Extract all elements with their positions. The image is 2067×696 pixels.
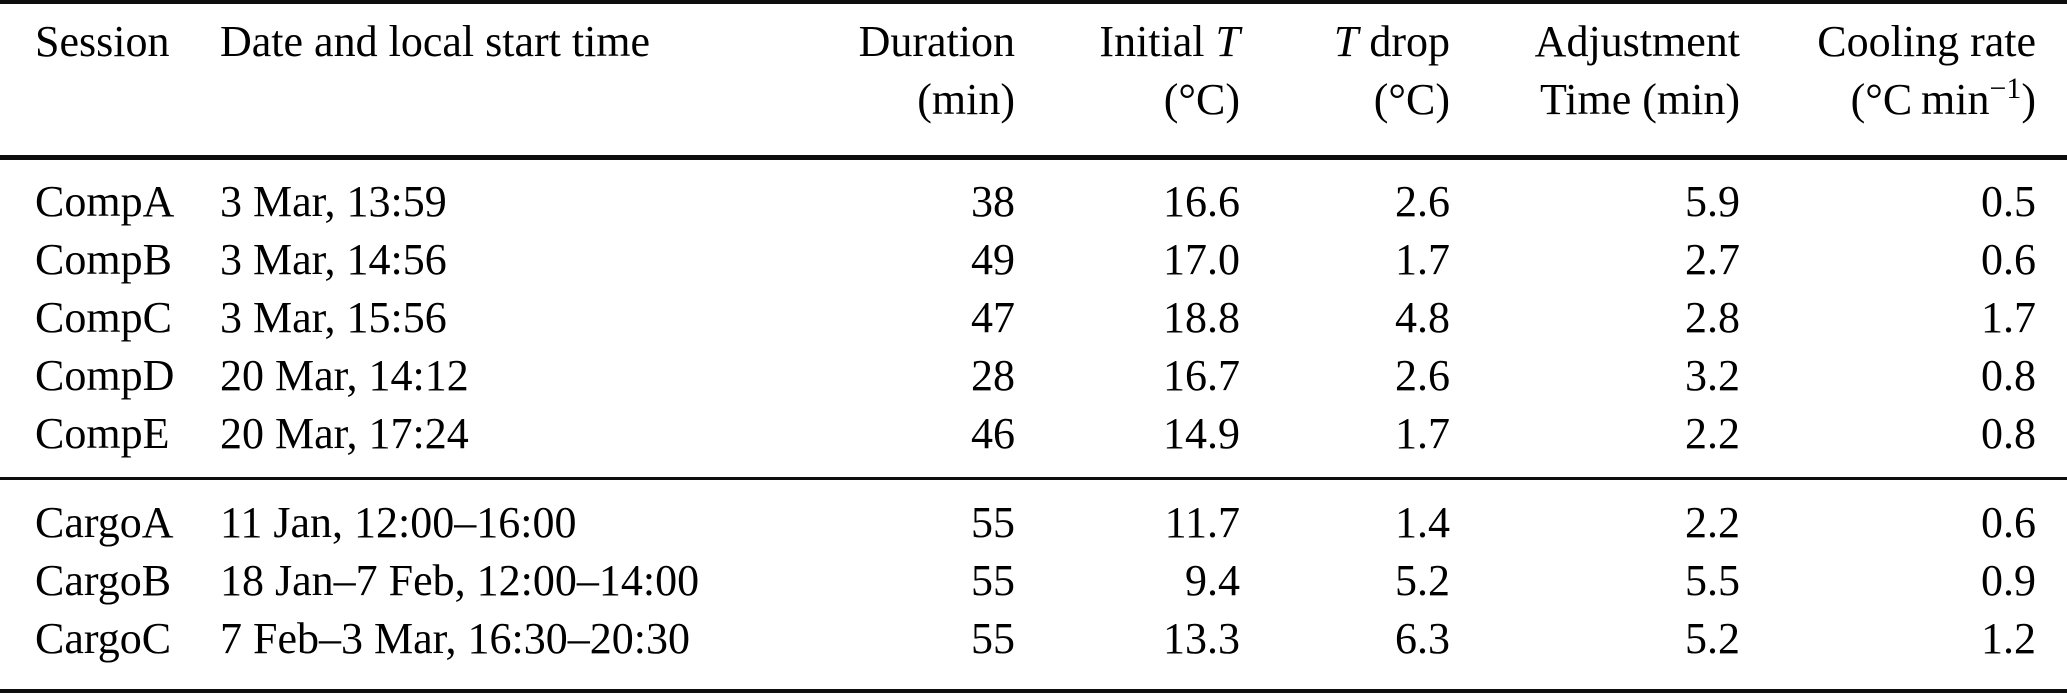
cell-cooling_rate: 1.2: [1981, 614, 2036, 663]
header-line: (°C min−1): [1850, 71, 2036, 124]
cell-duration: 49: [971, 235, 1015, 284]
cell-date: 20 Mar, 14:12: [220, 351, 469, 400]
cell-initial_t: 16.6: [1163, 177, 1240, 226]
cell-duration: 47: [971, 293, 1015, 342]
header-line: Cooling rate: [1817, 17, 2036, 66]
cell-cooling_rate: 0.6: [1981, 235, 2036, 284]
cell-date: 3 Mar, 14:56: [220, 235, 447, 284]
cell-duration: 55: [971, 498, 1015, 547]
column-header-date: Date and local start time: [220, 2, 780, 158]
cell-t_drop: 5.2: [1395, 556, 1450, 605]
table-row-CargoA: CargoA 11 Jan, 12:00–16:00 55 11.7 1.4 2.2 0.6: [0, 479, 2067, 553]
cell-initial_t: 18.8: [1163, 293, 1240, 342]
cell-date: 3 Mar, 13:59: [220, 177, 447, 226]
table-row-CompD: CompD 20 Mar, 14:12 28 16.7 2.6 3.2 0.8: [0, 347, 2067, 405]
table-row-CargoC: CargoC 7 Feb–3 Mar, 16:30–20:30 55 13.3 6.3 5…: [0, 610, 2067, 691]
header-row: Session Date and local start time Duration…: [0, 2, 2067, 158]
cell-initial_t: 17.0: [1163, 235, 1240, 284]
cell-cooling_rate: 0.5: [1981, 177, 2036, 226]
cell-t_drop: 2.6: [1395, 177, 1450, 226]
cell-session: CargoA: [35, 498, 174, 547]
cell-date: 3 Mar, 15:56: [220, 293, 447, 342]
column-header-session: Session: [0, 2, 220, 158]
header-line: (°C): [1373, 75, 1450, 124]
header-line: (°C): [1163, 75, 1240, 124]
table-header: Session Date and local start time Duration…: [0, 2, 2067, 158]
cell-cooling_rate: 0.6: [1981, 498, 2036, 547]
cell-adjustment: 2.7: [1685, 235, 1740, 284]
cell-t_drop: 1.7: [1395, 235, 1450, 284]
cell-adjustment: 5.5: [1685, 556, 1740, 605]
header-line: (min): [917, 75, 1015, 124]
header-line: Time (min): [1539, 75, 1740, 124]
cell-date: 11 Jan, 12:00–16:00: [220, 498, 577, 547]
cell-session: CargoB: [35, 556, 172, 605]
cell-initial_t: 11.7: [1164, 498, 1240, 547]
cell-session: CompE: [35, 409, 170, 458]
cell-session: CompB: [35, 235, 172, 284]
cell-duration: 28: [971, 351, 1015, 400]
table-row-CompA: CompA 3 Mar, 13:59 38 16.6 2.6 5.9 0.5: [0, 158, 2067, 232]
cell-duration: 55: [971, 614, 1015, 663]
header-line: Date and local start time: [220, 17, 651, 66]
header-line: Session: [35, 17, 170, 66]
cell-t_drop: 2.6: [1395, 351, 1450, 400]
cell-duration: 55: [971, 556, 1015, 605]
cell-t_drop: 1.7: [1395, 409, 1450, 458]
column-header-t_drop: T drop (°C): [1240, 2, 1450, 158]
cell-adjustment: 2.8: [1685, 293, 1740, 342]
cell-adjustment: 2.2: [1685, 409, 1740, 458]
cell-adjustment: 3.2: [1685, 351, 1740, 400]
cell-initial_t: 16.7: [1163, 351, 1240, 400]
table-row-CompE: CompE 20 Mar, 17:24 46 14.9 1.7 2.2 0.8: [0, 405, 2067, 479]
cell-date: 7 Feb–3 Mar, 16:30–20:30: [220, 614, 690, 663]
column-header-adjustment: Adjustment Time (min): [1450, 2, 1740, 158]
cell-date: 20 Mar, 17:24: [220, 409, 469, 458]
column-header-cooling_rate: Cooling rate (°C min−1): [1740, 2, 2067, 158]
table-row-CompB: CompB 3 Mar, 14:56 49 17.0 1.7 2.7 0.6: [0, 231, 2067, 289]
table-row-CargoB: CargoB 18 Jan–7 Feb, 12:00–14:00 55 9.4 5.2 5…: [0, 552, 2067, 610]
cell-initial_t: 9.4: [1185, 556, 1240, 605]
cell-adjustment: 5.9: [1685, 177, 1740, 226]
cell-adjustment: 5.2: [1685, 614, 1740, 663]
cell-session: CompA: [35, 177, 175, 226]
cell-t_drop: 6.3: [1395, 614, 1450, 663]
column-header-initial_t: Initial T (°C): [1015, 2, 1240, 158]
header-line: T drop: [1333, 17, 1450, 66]
header-line: Initial T: [1099, 17, 1240, 66]
cell-initial_t: 14.9: [1163, 409, 1240, 458]
cell-session: CompC: [35, 293, 172, 342]
cell-t_drop: 4.8: [1395, 293, 1450, 342]
cell-session: CargoC: [35, 614, 172, 663]
header-line: Adjustment: [1534, 17, 1740, 66]
header-line: Duration: [858, 17, 1015, 66]
cell-session: CompD: [35, 351, 175, 400]
cell-cooling_rate: 0.8: [1981, 409, 2036, 458]
cell-t_drop: 1.4: [1395, 498, 1450, 547]
cell-duration: 38: [971, 177, 1015, 226]
cell-cooling_rate: 0.8: [1981, 351, 2036, 400]
cell-cooling_rate: 1.7: [1981, 293, 2036, 342]
column-header-duration: Duration (min): [780, 2, 1015, 158]
cell-duration: 46: [971, 409, 1015, 458]
cell-cooling_rate: 0.9: [1981, 556, 2036, 605]
cell-adjustment: 2.2: [1685, 498, 1740, 547]
cell-date: 18 Jan–7 Feb, 12:00–14:00: [220, 556, 700, 605]
tbody-comp: CompA 3 Mar, 13:59 38 16.6 2.6 5.9 0.5 CompB 3 M…: [0, 158, 2067, 479]
cell-initial_t: 13.3: [1163, 614, 1240, 663]
tbody-cargo: CargoA 11 Jan, 12:00–16:00 55 11.7 1.4 2.2 0.6…: [0, 478, 2067, 692]
table-row-CompC: CompC 3 Mar, 15:56 47 18.8 4.8 2.8 1.7: [0, 289, 2067, 347]
